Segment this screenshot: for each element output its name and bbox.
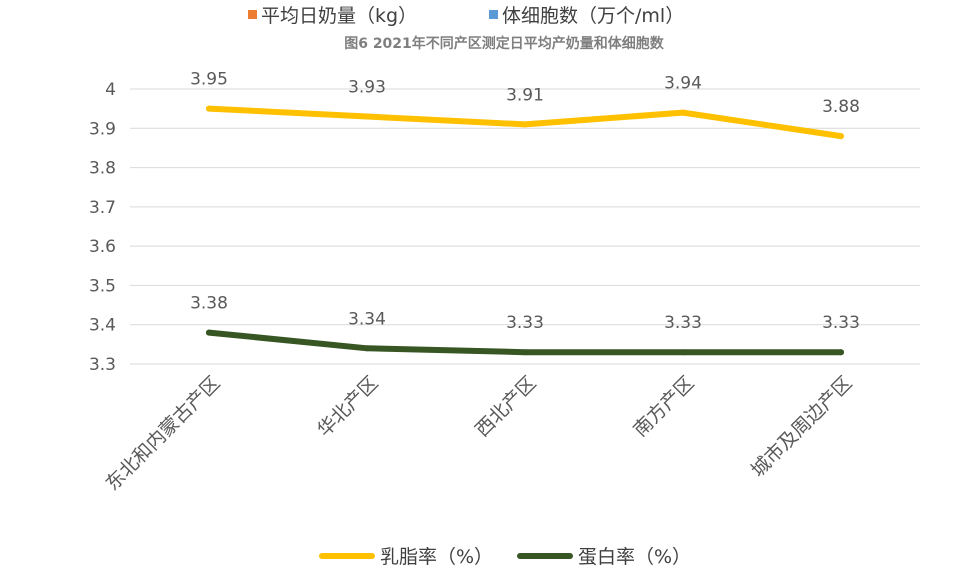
data-point [206, 329, 212, 336]
y-axis-tick-labels: 3.3 3.4 3.5 3.6 3.7 3.8 3.9 4 [89, 80, 116, 375]
data-point [838, 133, 844, 140]
legend-swatch-milk-yield [248, 10, 257, 19]
x-category-label: 城市及周边产区 [747, 372, 857, 482]
y-tick-label: 3.5 [89, 276, 116, 296]
legend-swatch-somatic-cell [489, 10, 498, 19]
data-point [206, 105, 212, 112]
data-label: 3.88 [822, 97, 860, 117]
y-tick-label: 3.3 [89, 355, 116, 375]
data-point [364, 345, 370, 352]
y-tick-label: 3.7 [89, 198, 116, 218]
x-category-label: 华北产区 [313, 372, 382, 441]
data-label: 3.38 [190, 294, 228, 314]
legend-label-milk-yield: 平均日奶量（kg） [261, 5, 417, 27]
gridlines [130, 88, 920, 365]
data-point [522, 121, 528, 128]
y-tick-label: 3.9 [89, 119, 116, 139]
legend-label-somatic-cell: 体细胞数（万个/ml） [502, 5, 684, 27]
data-label: 3.93 [348, 78, 386, 98]
series-lines [206, 105, 844, 356]
x-axis-category-labels: 东北和内蒙古产区 华北产区 西北产区 南方产区 城市及周边产区 [101, 372, 856, 495]
y-tick-label: 3.6 [89, 237, 116, 257]
data-label: 3.94 [664, 74, 702, 94]
data-point [522, 349, 528, 356]
x-category-label: 东北和内蒙古产区 [101, 372, 224, 495]
data-label: 3.33 [822, 313, 860, 333]
bottom-legend: 乳脂率（%） 蛋白率（%） [319, 546, 691, 568]
chart-title: 图6 2021年不同产区测定日平均产奶量和体细胞数 [344, 35, 665, 52]
data-point [838, 349, 844, 356]
data-label: 3.95 [190, 70, 228, 90]
y-tick-label: 3.4 [89, 316, 116, 336]
legend-label-0: 乳脂率（%） [380, 546, 493, 568]
top-legend: 平均日奶量（kg） 体细胞数（万个/ml） [248, 5, 684, 27]
data-label: 3.33 [664, 313, 702, 333]
data-labels: 3.95 3.93 3.91 3.94 3.88 3.38 3.34 3.33 3.33 3.33 [190, 70, 860, 334]
data-label: 3.91 [506, 85, 544, 105]
x-category-label: 南方产区 [629, 372, 698, 441]
data-label: 3.33 [506, 313, 544, 333]
y-tick-label: 4 [105, 80, 116, 100]
data-point [680, 109, 686, 116]
data-point [364, 113, 370, 120]
data-label: 3.34 [348, 309, 386, 329]
y-tick-label: 3.8 [89, 159, 116, 179]
legend-label-1: 蛋白率（%） [578, 546, 691, 568]
data-point [680, 349, 686, 356]
x-category-label: 西北产区 [471, 372, 540, 441]
